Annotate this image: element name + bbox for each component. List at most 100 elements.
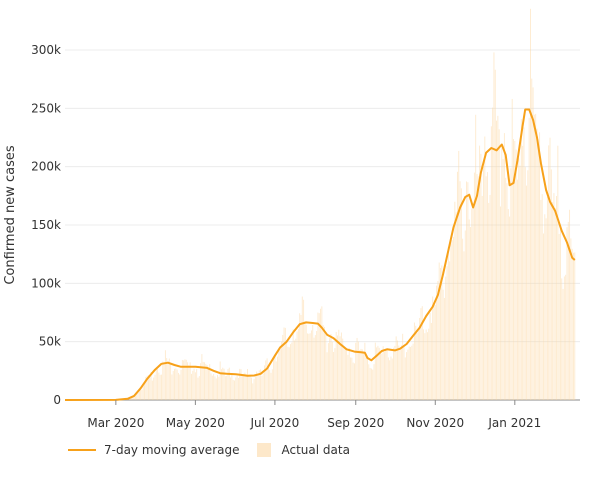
actual-data-bar	[565, 274, 567, 400]
actual-data-bar	[230, 377, 232, 400]
actual-data-bar	[138, 391, 140, 400]
actual-data-bar	[424, 333, 426, 400]
actual-data-bars	[65, 8, 576, 401]
actual-data-bar	[423, 329, 425, 400]
actual-data-bar	[497, 115, 499, 401]
actual-data-bar	[486, 172, 488, 400]
actual-data-bar	[395, 336, 397, 400]
actual-data-bar	[372, 369, 374, 400]
actual-data-bar	[471, 208, 473, 400]
gridlines	[65, 49, 580, 401]
actual-data-bar	[526, 185, 528, 400]
actual-data-bar	[389, 360, 391, 400]
actual-data-bar	[483, 167, 484, 400]
actual-data-bar	[529, 8, 531, 400]
actual-data-bar	[496, 120, 498, 400]
actual-data-bar	[343, 346, 345, 400]
actual-data-bar	[275, 361, 277, 400]
actual-data-bar	[502, 158, 504, 400]
actual-data-bar	[292, 329, 294, 400]
y-axis-title: Confirmed new cases	[3, 145, 18, 285]
actual-data-bar	[480, 153, 482, 400]
actual-data-bar	[446, 266, 448, 400]
actual-data-bar	[240, 369, 242, 400]
actual-data-bar	[312, 324, 314, 400]
actual-data-bar	[468, 219, 470, 400]
actual-data-bar	[447, 246, 449, 400]
actual-data-bar	[215, 378, 217, 400]
actual-data-bar	[313, 337, 315, 400]
actual-data-bar	[421, 306, 423, 400]
actual-data-bar	[352, 362, 354, 400]
actual-data-bar	[144, 383, 145, 400]
actual-data-bar	[174, 368, 175, 400]
actual-data-bar	[498, 129, 500, 400]
actual-data-bar	[239, 368, 241, 400]
legend: 7-day moving average Actual data	[68, 443, 368, 457]
actual-data-bar	[141, 389, 143, 400]
actual-data-bar	[164, 350, 166, 400]
actual-data-bar	[198, 376, 200, 400]
actual-data-bar	[265, 360, 267, 400]
actual-data-bar	[522, 145, 524, 400]
actual-data-bar	[374, 342, 376, 400]
actual-data-bar	[220, 369, 222, 400]
actual-data-bar	[367, 357, 368, 400]
actual-data-bar	[192, 370, 194, 400]
actual-data-bar	[432, 296, 434, 400]
actual-data-bar	[250, 377, 252, 400]
actual-data-bar	[213, 373, 215, 400]
actual-data-bar	[410, 346, 411, 400]
actual-data-bar	[132, 396, 134, 400]
actual-data-bar	[236, 375, 238, 400]
legend-item-moving-average[interactable]: 7-day moving average	[68, 443, 239, 457]
actual-data-bar	[283, 327, 285, 400]
actual-data-bar	[175, 368, 177, 400]
actual-data-bar	[249, 376, 251, 400]
actual-data-bar	[205, 363, 207, 400]
actual-data-bar	[180, 369, 182, 400]
actual-data-bar	[356, 337, 358, 400]
actual-data-bar	[260, 369, 262, 400]
actual-data-bar	[157, 369, 159, 400]
actual-data-bar	[450, 236, 452, 400]
actual-data-bar	[342, 338, 344, 400]
actual-data-bar	[390, 356, 392, 400]
actual-data-bar	[453, 236, 454, 400]
actual-data-bar	[176, 369, 178, 400]
actual-data-bar	[511, 98, 513, 400]
actual-data-bar	[133, 396, 135, 400]
x-tick-label: Sep 2020	[327, 416, 384, 430]
actual-data-bar	[258, 370, 260, 400]
legend-item-actual-data[interactable]: Actual data	[257, 443, 350, 457]
actual-data-bar	[479, 145, 481, 400]
actual-data-bar	[214, 376, 216, 400]
actual-data-bar	[519, 165, 521, 400]
actual-data-bar	[477, 176, 479, 400]
actual-data-bar	[177, 372, 179, 400]
actual-data-bar	[223, 368, 225, 400]
actual-data-bar	[325, 332, 327, 400]
actual-data-bar	[460, 188, 462, 400]
actual-data-bar	[347, 354, 349, 400]
actual-data-bar	[200, 363, 202, 400]
actual-data-bar	[286, 340, 288, 400]
actual-data-bar	[540, 199, 542, 400]
actual-data-bar	[407, 349, 409, 400]
actual-data-bar	[301, 296, 303, 400]
actual-data-bar	[470, 227, 471, 400]
actual-data-bar	[171, 374, 173, 400]
actual-data-bar	[536, 128, 538, 400]
actual-data-bar	[308, 333, 310, 400]
actual-data-bar	[454, 201, 456, 400]
actual-data-bar	[340, 332, 342, 400]
actual-data-bar	[218, 376, 220, 400]
actual-data-bar	[402, 333, 404, 400]
actual-data-bar	[339, 336, 341, 400]
actual-data-bar	[278, 349, 280, 400]
actual-data-bar	[433, 302, 435, 400]
actual-data-bar	[355, 342, 357, 400]
actual-data-bar	[368, 364, 370, 400]
actual-data-bar	[194, 372, 196, 400]
